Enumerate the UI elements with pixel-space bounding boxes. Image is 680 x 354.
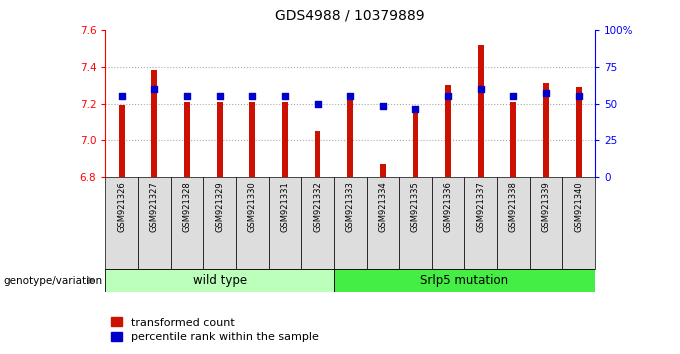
FancyBboxPatch shape xyxy=(236,177,269,269)
Point xyxy=(116,93,127,99)
Point xyxy=(443,93,454,99)
FancyBboxPatch shape xyxy=(105,177,138,269)
Legend: transformed count, percentile rank within the sample: transformed count, percentile rank withi… xyxy=(111,317,319,342)
Text: GSM921331: GSM921331 xyxy=(280,182,290,232)
Point xyxy=(279,93,290,99)
FancyBboxPatch shape xyxy=(105,269,334,292)
Text: GDS4988 / 10379889: GDS4988 / 10379889 xyxy=(275,9,425,23)
FancyBboxPatch shape xyxy=(497,177,530,269)
Bar xyxy=(282,102,288,177)
FancyBboxPatch shape xyxy=(301,177,334,269)
Text: GSM921337: GSM921337 xyxy=(476,182,486,233)
Point xyxy=(247,93,258,99)
Point xyxy=(149,86,160,92)
Bar xyxy=(119,105,124,177)
Bar xyxy=(152,70,157,177)
FancyBboxPatch shape xyxy=(203,177,236,269)
FancyBboxPatch shape xyxy=(334,177,367,269)
Bar xyxy=(250,102,255,177)
Text: GSM921326: GSM921326 xyxy=(117,182,126,232)
Point xyxy=(410,107,421,112)
FancyBboxPatch shape xyxy=(399,177,432,269)
Text: GSM921334: GSM921334 xyxy=(378,182,388,232)
Bar xyxy=(576,87,581,177)
Text: GSM921328: GSM921328 xyxy=(182,182,192,232)
Bar xyxy=(543,83,549,177)
Text: GSM921340: GSM921340 xyxy=(574,182,583,232)
Bar xyxy=(347,95,353,177)
Bar xyxy=(380,164,386,177)
Point xyxy=(541,90,551,96)
Bar xyxy=(315,131,320,177)
Text: GSM921329: GSM921329 xyxy=(215,182,224,232)
Bar xyxy=(217,102,222,177)
FancyBboxPatch shape xyxy=(171,177,203,269)
FancyBboxPatch shape xyxy=(334,269,595,292)
Bar xyxy=(511,102,516,177)
Bar xyxy=(413,111,418,177)
FancyBboxPatch shape xyxy=(367,177,399,269)
FancyBboxPatch shape xyxy=(432,177,464,269)
Point xyxy=(508,93,519,99)
Point xyxy=(573,93,584,99)
Text: GSM921327: GSM921327 xyxy=(150,182,159,232)
Bar xyxy=(478,45,483,177)
FancyBboxPatch shape xyxy=(562,177,595,269)
Bar xyxy=(184,102,190,177)
Point xyxy=(345,93,356,99)
Text: GSM921330: GSM921330 xyxy=(248,182,257,232)
Text: GSM921338: GSM921338 xyxy=(509,182,518,233)
Text: GSM921339: GSM921339 xyxy=(541,182,551,232)
Point xyxy=(182,93,192,99)
Bar xyxy=(445,85,451,177)
Point xyxy=(214,93,225,99)
FancyBboxPatch shape xyxy=(530,177,562,269)
Point xyxy=(312,101,323,107)
Text: GSM921333: GSM921333 xyxy=(345,182,355,233)
Text: Srlp5 mutation: Srlp5 mutation xyxy=(420,274,509,287)
Text: wild type: wild type xyxy=(192,274,247,287)
Text: GSM921332: GSM921332 xyxy=(313,182,322,232)
Text: genotype/variation: genotype/variation xyxy=(3,275,103,286)
Text: GSM921336: GSM921336 xyxy=(443,182,453,233)
FancyBboxPatch shape xyxy=(464,177,497,269)
FancyBboxPatch shape xyxy=(269,177,301,269)
Point xyxy=(475,86,486,92)
Point xyxy=(377,104,388,109)
FancyBboxPatch shape xyxy=(138,177,171,269)
Text: GSM921335: GSM921335 xyxy=(411,182,420,232)
